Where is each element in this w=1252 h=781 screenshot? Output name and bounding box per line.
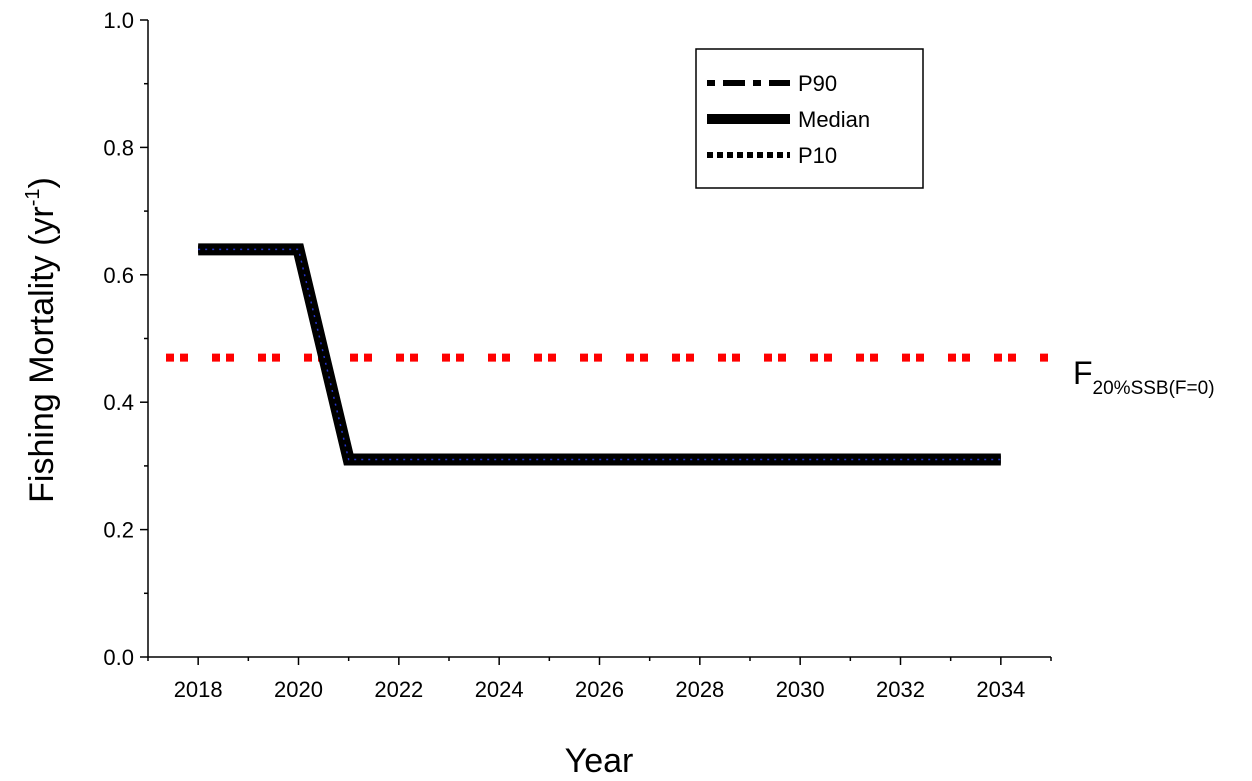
reference-line-label-sub: 20%SSB(F=0) <box>1093 378 1215 399</box>
y-tick-label: 0.8 <box>103 135 134 160</box>
x-tick-label: 2028 <box>675 677 724 702</box>
series-layer <box>198 243 1001 466</box>
reference-line-label: F20%SSB(F=0) <box>1073 355 1215 399</box>
y-tick-label: 0.0 <box>103 645 134 670</box>
x-tick-label: 2034 <box>976 677 1025 702</box>
axes-layer: 0.0 0.2 0.4 0.6 0.8 1.0 2018 2020 2022 2024 2026 20… <box>103 8 1052 702</box>
legend-item-p10: P10 <box>707 143 837 168</box>
x-tick-label: 2032 <box>876 677 925 702</box>
legend-item-p90: P90 <box>707 71 837 96</box>
y-tick-label: 0.4 <box>103 390 134 415</box>
y-axis-title-sup: -1 <box>22 188 44 206</box>
legend-label-p90: P90 <box>798 71 837 96</box>
legend-label-p10: P10 <box>798 143 837 168</box>
y-axis-title-close: ) <box>23 177 61 188</box>
legend: P90 Median P10 <box>695 48 924 189</box>
x-tick-label: 2030 <box>776 677 825 702</box>
y-tick-label: 0.2 <box>103 518 134 543</box>
legend-label-median: Median <box>798 107 870 132</box>
series-line-p10-overlay <box>198 248 1001 461</box>
y-axis-title-main: Fishing Mortality (yr <box>23 206 61 503</box>
x-tick-label: 2018 <box>174 677 223 702</box>
y-tick-label: 1.0 <box>103 8 134 33</box>
reference-line-label-main: F <box>1073 355 1093 391</box>
y-tick-label: 0.6 <box>103 263 134 288</box>
x-tick-label: 2020 <box>274 677 323 702</box>
y-axis-title: Fishing Mortality (yr-1) <box>22 177 61 503</box>
x-tick-label: 2024 <box>475 677 524 702</box>
x-tick-label: 2022 <box>374 677 423 702</box>
x-tick-label: 2026 <box>575 677 624 702</box>
x-axis-title: Year <box>565 742 634 780</box>
legend-item-median: Median <box>707 107 870 132</box>
